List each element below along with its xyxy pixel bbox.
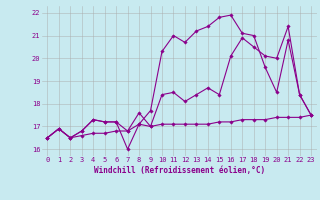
X-axis label: Windchill (Refroidissement éolien,°C): Windchill (Refroidissement éolien,°C) — [94, 166, 265, 175]
